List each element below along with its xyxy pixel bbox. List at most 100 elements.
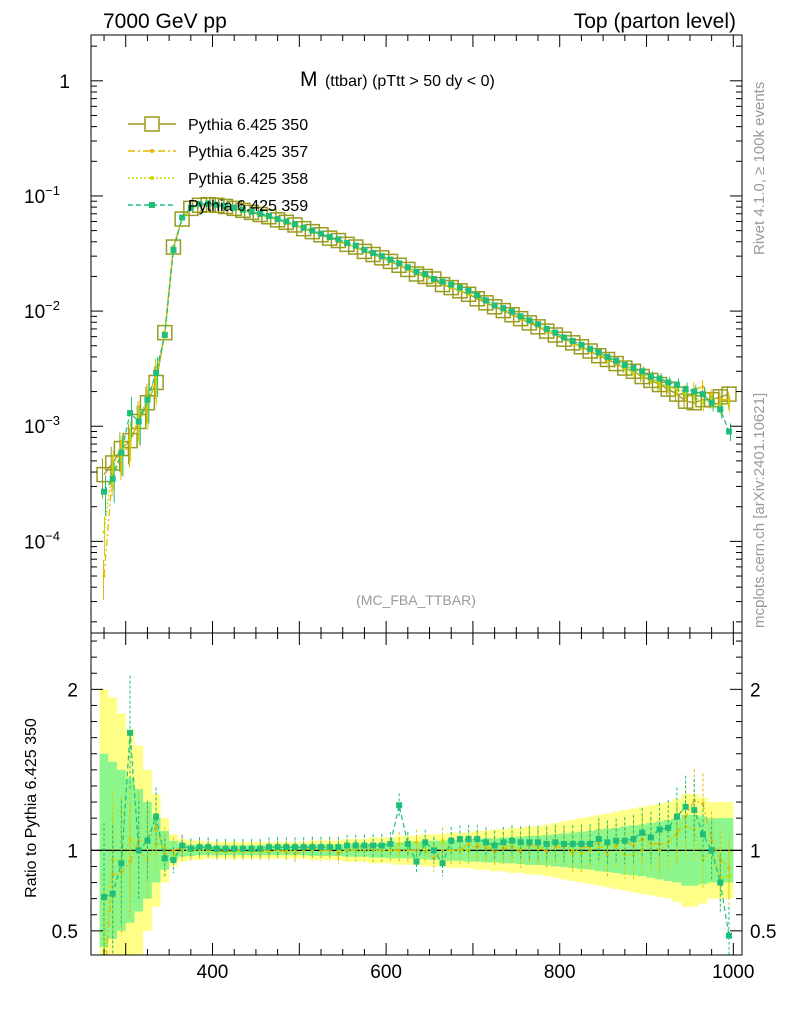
chart-title-main: M: [300, 68, 318, 91]
main-marker-filled-square: [300, 224, 307, 231]
ratio-series-layer: [91, 675, 742, 955]
ratio-y-tick-label-left: 0.5: [52, 922, 78, 943]
ratio-marker-filled-square: [535, 839, 542, 846]
main-marker-filled-square: [665, 379, 672, 386]
ratio-marker-filled-square: [725, 932, 732, 939]
main-series-line: [103, 203, 729, 577]
ratio-marker-filled-square: [118, 860, 125, 867]
main-marker-filled-square: [535, 321, 542, 328]
main-marker-filled-square: [561, 334, 568, 341]
main-marker-dot: [102, 574, 106, 578]
ratio-uncertainty-band-yellow: [99, 689, 734, 955]
legend-marker: [149, 202, 155, 208]
main-marker-open-square: [174, 211, 190, 227]
ratio-y-axis-label: Ratio to Pythia 6.425 350: [23, 718, 40, 898]
main-marker-filled-square: [482, 297, 489, 304]
ratio-marker-filled-square: [205, 844, 212, 851]
ratio-marker-dot: [727, 874, 731, 878]
main-marker-filled-square: [430, 275, 437, 282]
main-y-tick-base: 10: [24, 302, 45, 323]
ratio-marker-filled-square: [257, 845, 264, 852]
ratio-marker-filled-square: [682, 803, 689, 810]
main-marker-filled-square: [335, 236, 342, 243]
ratio-marker-filled-square: [213, 845, 220, 852]
ratio-marker-filled-square: [153, 813, 160, 820]
ratio-marker-filled-square: [491, 842, 498, 849]
main-marker-dot: [145, 404, 149, 408]
main-marker-filled-square: [656, 375, 663, 382]
ratio-marker-filled-square: [430, 847, 437, 854]
chart-title-sub: (ttbar) (pTtt > 50 dy < 0): [325, 73, 495, 90]
main-y-tick-label: 10−4: [24, 528, 60, 553]
ratio-marker-filled-square: [170, 857, 177, 864]
ratio-marker-dot: [267, 850, 271, 854]
main-marker-filled-square: [257, 210, 264, 217]
main-marker-filled-square: [613, 357, 620, 364]
main-marker-filled-square: [187, 204, 194, 211]
ratio-marker-filled-square: [387, 840, 394, 847]
main-y-tick-label: 1: [59, 72, 70, 93]
main-marker-filled-square: [621, 362, 628, 369]
main-marker-filled-square: [587, 345, 594, 352]
ratio-marker-filled-square: [691, 807, 698, 814]
main-marker-filled-square: [344, 240, 351, 247]
ratio-frame: [90, 632, 743, 956]
main-marker-filled-square: [465, 287, 472, 294]
main-marker-filled-square: [456, 284, 463, 291]
main-marker-filled-square: [205, 200, 212, 207]
main-marker-filled-square: [222, 202, 229, 209]
x-tick-label: 600: [370, 962, 402, 983]
main-marker-filled-square: [691, 388, 698, 395]
main-marker-dot: [128, 435, 132, 439]
ratio-marker-filled-square: [300, 844, 307, 851]
main-marker-dot: [675, 387, 679, 391]
main-y-tick-base: 10: [24, 187, 45, 208]
main-series-layer: [96, 196, 737, 600]
ratio-marker-filled-square: [552, 839, 559, 846]
main-y-tick-label: 10−1: [24, 183, 60, 208]
ratio-marker-filled-square: [187, 845, 194, 852]
main-marker-filled-square: [213, 201, 220, 208]
analysis-watermark: (MC_FBA_TTBAR): [356, 592, 476, 608]
main-marker-filled-square: [387, 256, 394, 263]
ratio-y-tick-label-right: 0.5: [750, 922, 776, 943]
main-marker-filled-square: [118, 449, 125, 456]
ratio-marker-dot: [475, 842, 479, 846]
ratio-marker-dot: [449, 848, 453, 852]
main-marker-filled-square: [491, 302, 498, 309]
ratio-marker-filled-square: [101, 894, 108, 901]
main-marker-filled-square: [448, 281, 455, 288]
main-y-tick-exponent: −2: [45, 298, 60, 313]
main-marker-dot: [658, 383, 662, 387]
ratio-marker-filled-square: [274, 844, 281, 851]
main-marker-filled-square: [569, 337, 576, 344]
ratio-marker-filled-square: [135, 847, 142, 854]
main-marker-filled-square: [708, 399, 715, 406]
main-marker-filled-square: [326, 234, 333, 241]
ratio-marker-dot: [128, 837, 132, 841]
ratio-marker-filled-square: [231, 845, 238, 852]
main-marker-filled-square: [474, 292, 481, 299]
ratio-marker-filled-square: [500, 839, 507, 846]
main-marker-dot: [154, 378, 158, 382]
ratio-marker-filled-square: [578, 840, 585, 847]
ratio-marker-filled-square: [370, 842, 377, 849]
main-marker-filled-square: [500, 305, 507, 312]
main-marker-filled-square: [595, 349, 602, 356]
ratio-marker-filled-square: [613, 837, 620, 844]
ratio-marker-filled-square: [413, 858, 420, 865]
main-marker-filled-square: [508, 308, 515, 315]
ratio-marker-filled-square: [482, 839, 489, 846]
ratio-y-tick-label-right: 1: [750, 841, 761, 862]
rivet-version-label: Rivet 4.1.0, ≥ 100k events: [751, 82, 768, 255]
ratio-marker-dot: [536, 847, 540, 851]
ratio-y-tick-label-right: 2: [750, 680, 761, 701]
main-marker-dot: [727, 401, 731, 405]
main-marker-filled-square: [422, 270, 429, 277]
legend-label: Pythia 6.425 358: [188, 171, 308, 188]
main-marker-filled-square: [352, 242, 359, 249]
legend: Pythia 6.425 350 Pythia 6.425 357 Pythia 6…: [128, 116, 308, 215]
main-marker-filled-square: [370, 249, 377, 256]
ratio-marker-filled-square: [561, 840, 568, 847]
ratio-marker-filled-square: [587, 840, 594, 847]
